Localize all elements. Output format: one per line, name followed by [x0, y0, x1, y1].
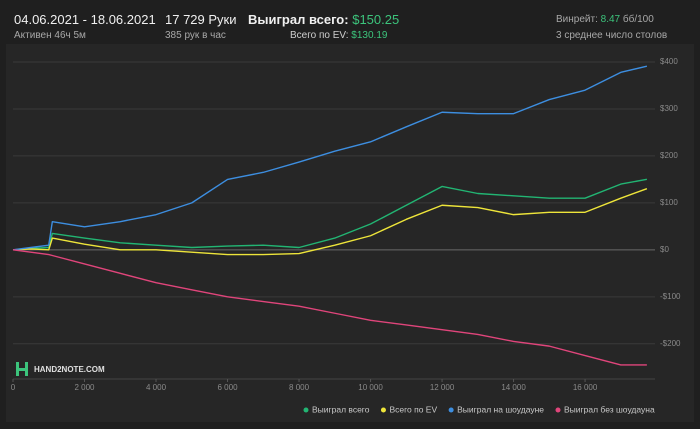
active-time: Активен 46ч 5м	[14, 30, 86, 41]
legend-label: Выиграл без шоудауна	[564, 404, 655, 414]
ev-label: Всего по EV:	[290, 30, 349, 41]
ev-value: $130.19	[351, 30, 388, 41]
legend-marker	[380, 407, 386, 413]
x-tick-label: 12 000	[430, 383, 455, 392]
x-tick-label: 2 000	[74, 383, 95, 392]
hands-per-hour: 385 рук в час	[165, 30, 226, 41]
x-tick-label: 0	[11, 383, 16, 392]
y-tick-label: $400	[660, 57, 678, 66]
winrate-value: 8.47	[600, 14, 621, 25]
y-tick-label: -$100	[660, 292, 681, 301]
series-line	[12, 65, 648, 251]
x-tick-label: 4 000	[146, 383, 167, 392]
legend-label: Выиграл всего	[312, 404, 370, 414]
x-tick-label: 14 000	[501, 383, 526, 392]
date-range: 04.06.2021 - 18.06.2021	[14, 12, 156, 27]
series-line	[12, 188, 648, 256]
legend-marker	[555, 407, 561, 413]
logo-icon	[16, 362, 28, 376]
won-value: $150.25	[352, 12, 400, 27]
winrate-label: Винрейт:	[556, 14, 598, 25]
chart-panel	[6, 44, 694, 422]
hands: 17 729 Руки	[165, 12, 237, 27]
y-tick-label: -$200	[660, 339, 681, 348]
y-tick-label: $300	[660, 104, 678, 113]
y-tick-label: $0	[660, 245, 669, 254]
series-line	[12, 178, 648, 251]
legend-label: Выиграл на шоудауне	[457, 404, 544, 414]
ev-total: Всего по EV: $130.19	[290, 30, 387, 41]
x-tick-label: 6 000	[218, 383, 239, 392]
legend-label: Всего по EV	[389, 404, 437, 414]
x-tick-label: 8 000	[289, 383, 310, 392]
x-tick-label: 10 000	[358, 383, 383, 392]
y-tick-label: $200	[660, 151, 678, 160]
won-total: Выиграл всего: $150.25	[248, 12, 399, 27]
won-label: Выиграл всего:	[248, 12, 349, 27]
y-tick-label: $100	[660, 198, 678, 207]
legend-marker	[448, 407, 454, 413]
winrate-unit: бб/100	[622, 14, 654, 25]
legend-marker	[303, 407, 309, 413]
tables: 3 среднее число столов	[556, 30, 668, 41]
series-line	[12, 249, 647, 366]
logo-text: HAND2NOTE.COM	[34, 365, 105, 374]
winrate: Винрейт: 8.47 бб/100	[556, 14, 654, 25]
x-tick-label: 16 000	[573, 383, 598, 392]
